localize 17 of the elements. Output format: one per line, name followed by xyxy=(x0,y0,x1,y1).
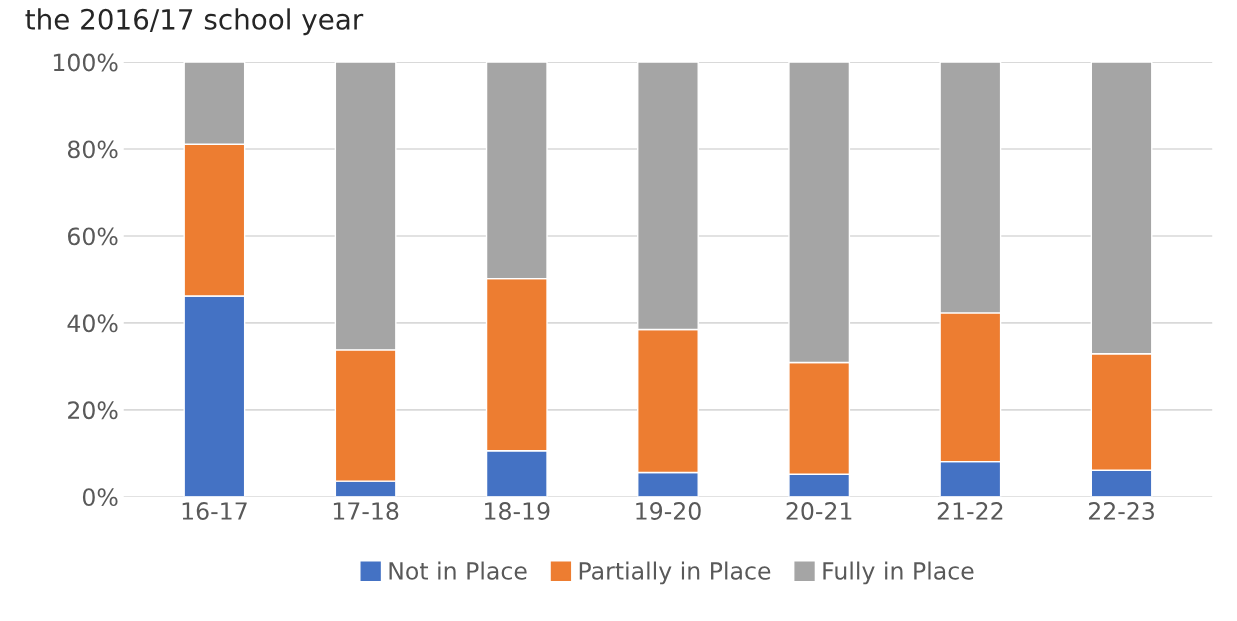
chart-title: the 2016/17 school year xyxy=(25,8,364,36)
y-tick-label: 0% xyxy=(82,488,118,507)
x-tick-label: 16-17 xyxy=(182,502,247,520)
x-tick-label: 19-20 xyxy=(636,502,701,520)
y-tick-label: 80% xyxy=(67,140,118,159)
x-tick-label: 17-18 xyxy=(333,502,399,520)
x-tick-label: 22-23 xyxy=(1088,502,1154,520)
y-tick-label: 20% xyxy=(68,401,118,420)
legend-label: Partially in Place xyxy=(579,561,771,585)
y-tick-label: 40% xyxy=(67,314,118,333)
x-tick-label: 18-19 xyxy=(485,502,550,520)
legend-label: Fully in Place xyxy=(823,561,974,585)
x-tick-label: 20-21 xyxy=(786,502,852,520)
y-tick-label: 100% xyxy=(53,53,118,72)
x-tick-label: 21-22 xyxy=(937,502,1003,520)
legend-label: Not in Place xyxy=(389,561,527,580)
y-tick-label: 60% xyxy=(68,227,118,246)
